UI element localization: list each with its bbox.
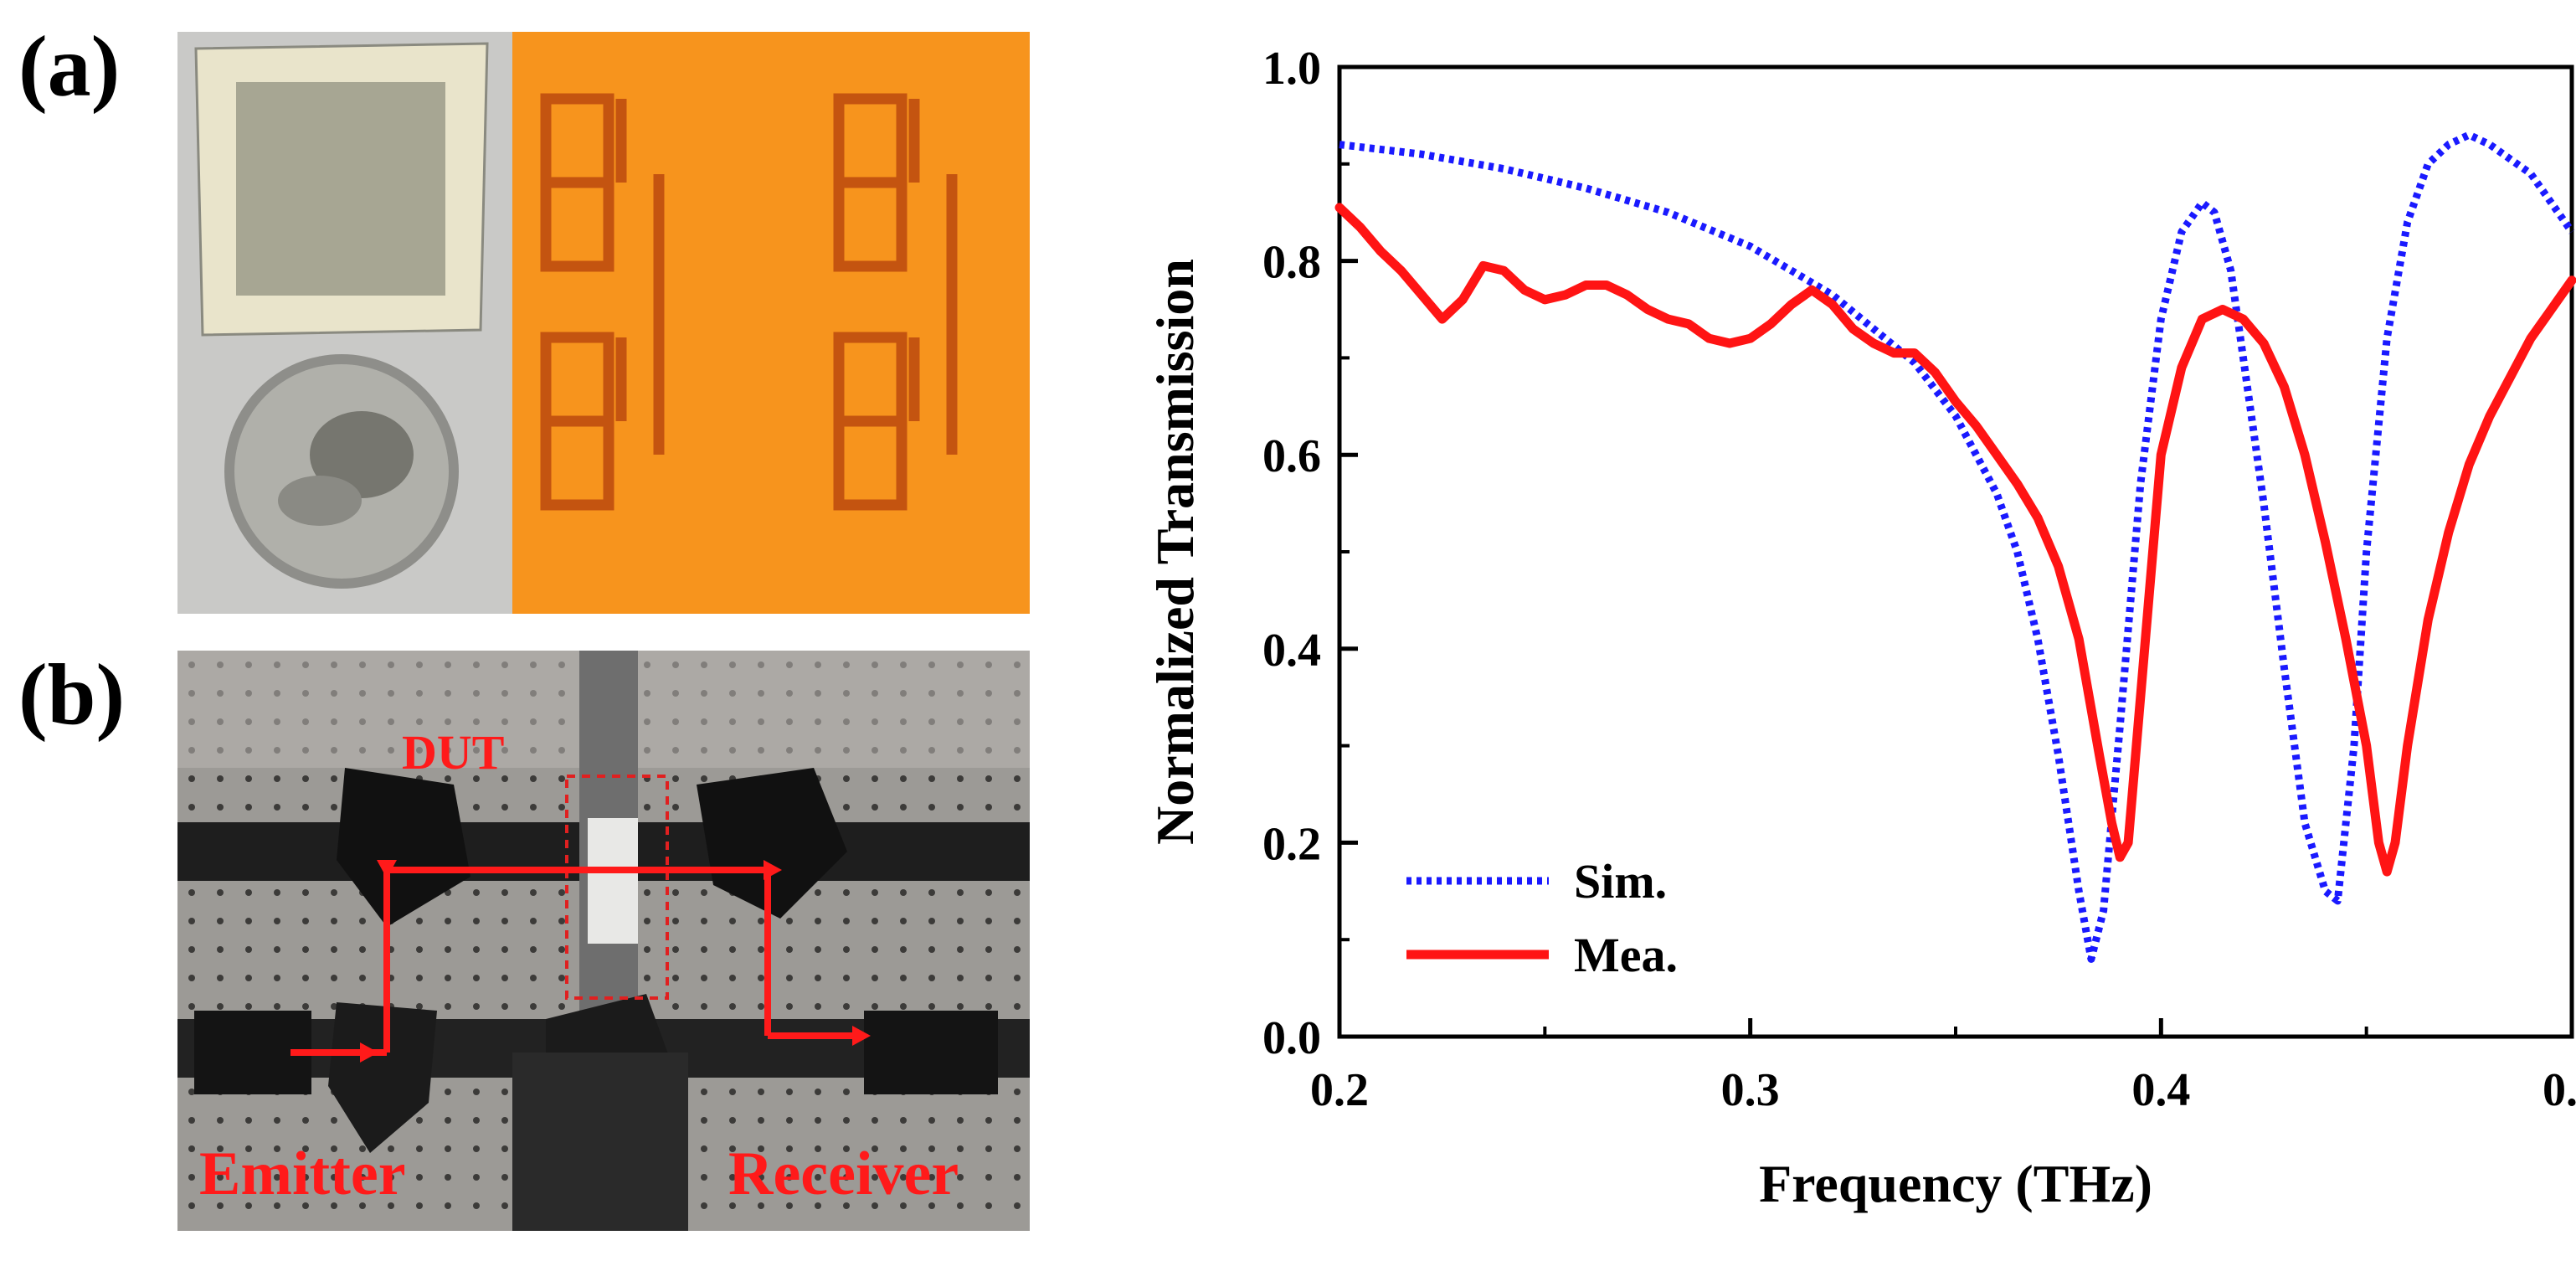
y-tick-label: 0.6 bbox=[1262, 430, 1321, 482]
legend: Sim. Mea. bbox=[1406, 854, 1678, 982]
y-tick-label: 0.4 bbox=[1262, 625, 1321, 677]
mirror-left bbox=[337, 768, 470, 927]
x-axis-label: Frequency (THz) bbox=[1759, 1154, 2152, 1213]
x-tick-label: 0.4 bbox=[2131, 1064, 2190, 1116]
x-tick-label: 0.2 bbox=[1310, 1064, 1369, 1116]
x-tick-label: 0.3 bbox=[1721, 1064, 1780, 1116]
series-line-sim bbox=[1339, 131, 2575, 963]
plot-frame bbox=[1337, 64, 2574, 1039]
beam-path bbox=[291, 867, 856, 1056]
transmission-chart: 0.20.30.40.50.00.20.40.60.81.0 Frequency… bbox=[1145, 43, 2576, 1213]
panel-label-b: (b) bbox=[18, 646, 126, 743]
setup-photo bbox=[177, 651, 1030, 1231]
dut-label: DUT bbox=[402, 725, 505, 780]
sample-photo bbox=[177, 32, 1030, 614]
metamaterial-area bbox=[236, 82, 445, 296]
dut-box bbox=[565, 775, 669, 1000]
y-tick-label: 0.0 bbox=[1262, 1012, 1321, 1064]
y-tick-label: 0.2 bbox=[1262, 818, 1321, 870]
emitter-label: Emitter bbox=[199, 1140, 406, 1208]
resonator-cells bbox=[540, 93, 958, 511]
panel-label-a: (a) bbox=[18, 18, 121, 115]
y-tick-label: 1.0 bbox=[1262, 43, 1321, 95]
receiver-label: Receiver bbox=[728, 1140, 959, 1208]
series-line-mea bbox=[1334, 203, 2576, 877]
y-tick-label: 0.8 bbox=[1262, 237, 1321, 289]
y-axis-label: Normalized Transmission bbox=[1145, 259, 1205, 845]
x-tick-label: 0.5 bbox=[2543, 1064, 2576, 1116]
legend-label-mea: Mea. bbox=[1574, 928, 1678, 982]
mirror-right bbox=[697, 768, 847, 919]
legend-label-sim: Sim. bbox=[1574, 854, 1667, 908]
